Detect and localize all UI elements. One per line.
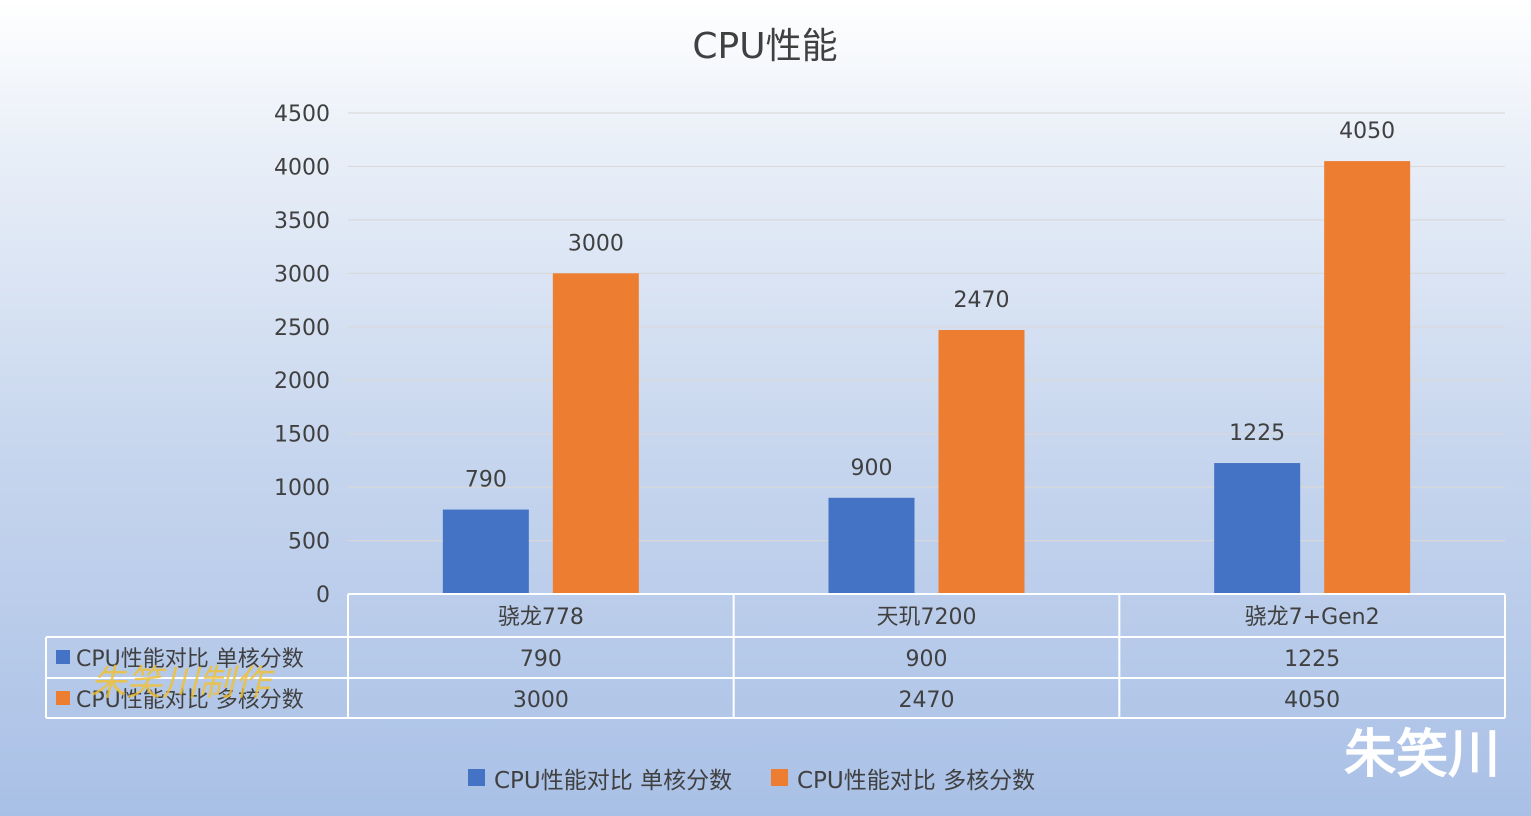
watermark-overlay: 朱笑川制作 [90,663,275,704]
table-series-name: CPU性能对比 多核分数 [76,688,304,713]
y-axis: 0 500 1000 1500 2000 2500 3000 3500 4000 4500 [274,102,330,608]
table-cell: 3000 [513,688,569,713]
table-legend-key [56,650,70,664]
y-tick-label: 1500 [274,423,330,448]
data-label: 900 [851,456,893,481]
y-tick-label: 4000 [274,155,330,180]
y-tick-label: 2000 [274,369,330,394]
watermark-corner: 朱笑川 [1344,725,1500,785]
table-cell: 2470 [899,688,955,713]
y-tick-label: 0 [316,583,330,608]
data-label: 2470 [954,288,1010,313]
y-tick-label: 3500 [274,209,330,234]
legend: CPU性能对比 单核分数 CPU性能对比 多核分数 [468,768,1035,794]
table-cell: 1225 [1284,647,1340,672]
data-label: 3000 [568,231,624,256]
table-legend-key [56,691,70,705]
bar [938,329,1025,594]
table-cell: 900 [906,647,948,672]
data-table: 骁龙778 天玑7200 骁龙7+Gen2 CPU性能对比 单核分数 790 900 122… [45,593,1506,719]
legend-key [468,769,485,786]
y-tick-label: 4500 [274,102,330,127]
legend-key [771,769,788,786]
table-cell: 790 [520,647,562,672]
category-label: 天玑7200 [877,605,977,630]
data-label: 4050 [1339,119,1395,144]
bar [442,509,529,594]
table-series-name: CPU性能对比 单核分数 [76,647,304,672]
y-tick-label: 2500 [274,316,330,341]
bar [1324,161,1411,594]
bar [1214,463,1301,594]
bar [552,273,639,594]
legend-label: CPU性能对比 单核分数 [494,768,732,794]
category-label: 骁龙7+Gen2 [1245,605,1380,630]
y-tick-label: 1000 [274,476,330,501]
bars [442,161,1411,594]
y-tick-label: 500 [288,530,330,555]
gridlines [348,112,1505,542]
y-tick-label: 3000 [274,262,330,287]
legend-label: CPU性能对比 多核分数 [797,768,1035,794]
chart-title: CPU性能 [692,26,837,67]
table-cell: 4050 [1284,688,1340,713]
data-labels: 790 3000 900 2470 1225 4050 [465,119,1395,492]
data-label: 790 [465,468,507,493]
data-label: 1225 [1229,421,1285,446]
bar [828,497,915,594]
category-label: 骁龙778 [498,605,584,630]
